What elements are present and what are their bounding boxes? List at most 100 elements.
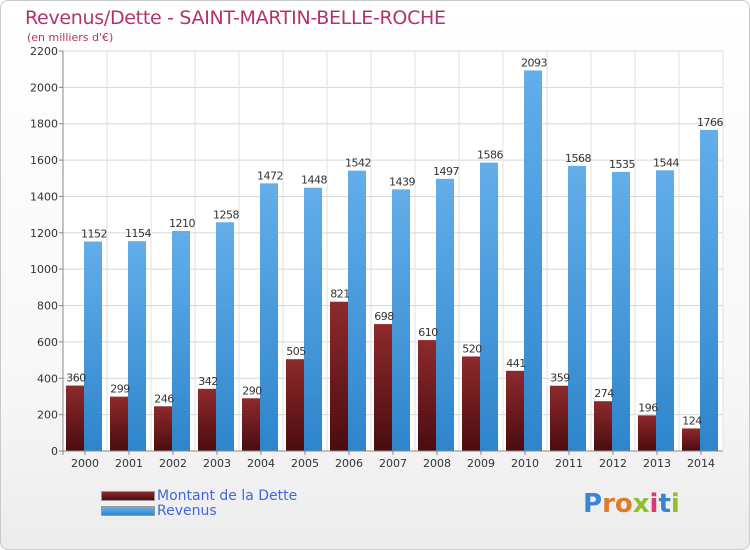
logo-letter-4: i <box>649 489 659 519</box>
y-tick-label-400: 400 <box>37 372 58 385</box>
bar-dette-2008 <box>418 340 436 451</box>
label-dette-2007: 698 <box>374 310 394 323</box>
bar-revenus-2007 <box>392 189 410 451</box>
label-revenus-2001: 1154 <box>125 227 151 240</box>
y-tick-label-1000: 1000 <box>30 263 58 276</box>
x-tick-label-2012: 2012 <box>599 457 627 470</box>
legend-label-dette: Montant de la Dette <box>157 488 298 504</box>
label-revenus-2010: 2093 <box>521 56 547 69</box>
label-revenus-2004: 1472 <box>257 169 283 182</box>
label-revenus-2013: 1544 <box>653 156 679 169</box>
logo-letter-2: o <box>614 489 633 519</box>
bar-revenus-2014 <box>700 129 718 451</box>
label-revenus-2012: 1535 <box>609 158 635 171</box>
bar-revenus-2003 <box>216 222 234 451</box>
x-tick-label-2006: 2006 <box>335 457 363 470</box>
bar-dette-2007 <box>374 324 392 451</box>
label-revenus-2008: 1497 <box>433 165 459 178</box>
x-tick-label-2004: 2004 <box>247 457 275 470</box>
bar-revenus-2009 <box>480 162 498 452</box>
label-dette-2002: 246 <box>154 392 174 405</box>
label-dette-2003: 342 <box>198 375 218 388</box>
label-dette-2005: 505 <box>286 345 306 358</box>
bar-dette-2004 <box>242 398 260 451</box>
y-tick-label-1800: 1800 <box>30 118 58 131</box>
bar-revenus-2005 <box>304 187 322 451</box>
label-revenus-2014: 1766 <box>697 116 723 129</box>
label-dette-2014: 124 <box>682 414 702 427</box>
x-tick-label-2009: 2009 <box>467 457 495 470</box>
bar-dette-2003 <box>198 388 216 451</box>
label-dette-2011: 359 <box>550 372 570 385</box>
x-tick-label-2001: 2001 <box>115 457 143 470</box>
x-tick-label-2003: 2003 <box>203 457 231 470</box>
label-revenus-2002: 1210 <box>169 217 195 230</box>
label-dette-2012: 274 <box>594 387 614 400</box>
label-revenus-2005: 1448 <box>301 174 327 187</box>
bar-dette-2011 <box>550 385 568 451</box>
proxiti-logo: Proxiti <box>583 489 680 519</box>
logo-letter-6: i <box>670 489 680 519</box>
chart-title: Revenus/Dette - SAINT-MARTIN-BELLE-ROCHE <box>25 7 446 29</box>
bar-revenus-2011 <box>568 165 586 451</box>
axis-layer: 0 200 400 600 800 1000 1200 1400 1600 1800 2000 220… <box>30 45 723 470</box>
label-revenus-2009: 1586 <box>477 149 503 162</box>
x-tick-label-2007: 2007 <box>379 457 407 470</box>
x-tick-label-2008: 2008 <box>423 457 451 470</box>
x-tick-label-2011: 2011 <box>555 457 583 470</box>
x-tick-label-2000: 2000 <box>71 457 99 470</box>
label-dette-2008: 610 <box>418 326 438 339</box>
x-tick-label-2014: 2014 <box>687 457 715 470</box>
y-tick-label-2000: 2000 <box>30 81 58 94</box>
bar-revenus-2012 <box>612 171 630 451</box>
y-tick-label-200: 200 <box>37 409 58 422</box>
bar-revenus-2001 <box>128 241 146 451</box>
label-revenus-2003: 1258 <box>213 208 239 221</box>
legend-label-revenus: Revenus <box>157 503 217 519</box>
chart-subtitle: (en milliers d'€) <box>27 31 114 44</box>
legend-swatch-dette <box>101 491 155 501</box>
label-revenus-2011: 1568 <box>565 152 591 165</box>
y-tick-label-1200: 1200 <box>30 227 58 240</box>
x-tick-label-2013: 2013 <box>643 457 671 470</box>
x-tick-label-2005: 2005 <box>291 457 319 470</box>
label-dette-2004: 290 <box>242 384 262 397</box>
bar-revenus-2000 <box>84 241 102 451</box>
label-revenus-2000: 1152 <box>81 228 107 241</box>
y-tick-label-600: 600 <box>37 336 58 349</box>
label-dette-2000: 360 <box>66 372 86 385</box>
bar-dette-2006 <box>330 301 348 451</box>
bar-revenus-2010 <box>524 70 542 452</box>
y-tick-label-2200: 2200 <box>30 45 58 58</box>
x-tick-label-2002: 2002 <box>159 457 187 470</box>
bar-dette-2012 <box>594 401 612 451</box>
label-dette-2006: 821 <box>330 288 350 301</box>
label-dette-2010: 441 <box>506 357 526 370</box>
legend-swatch-revenus <box>101 506 155 516</box>
bar-dette-2001 <box>110 396 128 451</box>
bar-revenus-2008 <box>436 178 454 451</box>
legend-item-dette: Montant de la Dette <box>101 489 297 503</box>
y-tick-label-1400: 1400 <box>30 190 58 203</box>
logo-letter-5: t <box>658 489 671 519</box>
label-dette-2009: 520 <box>462 342 482 355</box>
bar-dette-2005 <box>286 359 304 451</box>
bar-dette-2000 <box>66 385 84 451</box>
bars-layer: 360 1152 299 1154 246 1210 342 1258 290 1472 505 14… <box>66 56 724 452</box>
y-tick-label-1600: 1600 <box>30 154 58 167</box>
bar-revenus-2006 <box>348 170 366 452</box>
y-tick-label-800: 800 <box>37 300 58 313</box>
label-revenus-2006: 1542 <box>345 157 371 170</box>
label-revenus-2007: 1439 <box>389 175 415 188</box>
legend-item-revenus: Revenus <box>101 504 217 518</box>
y-tick-label-0: 0 <box>51 445 58 458</box>
logo-letter-0: P <box>583 489 603 519</box>
bar-dette-2013 <box>638 415 656 451</box>
label-dette-2001: 299 <box>110 383 130 396</box>
logo-letter-1: r <box>602 489 615 519</box>
bar-dette-2014 <box>682 428 700 451</box>
label-dette-2013: 196 <box>638 401 658 414</box>
logo-letter-3: x <box>632 489 650 519</box>
